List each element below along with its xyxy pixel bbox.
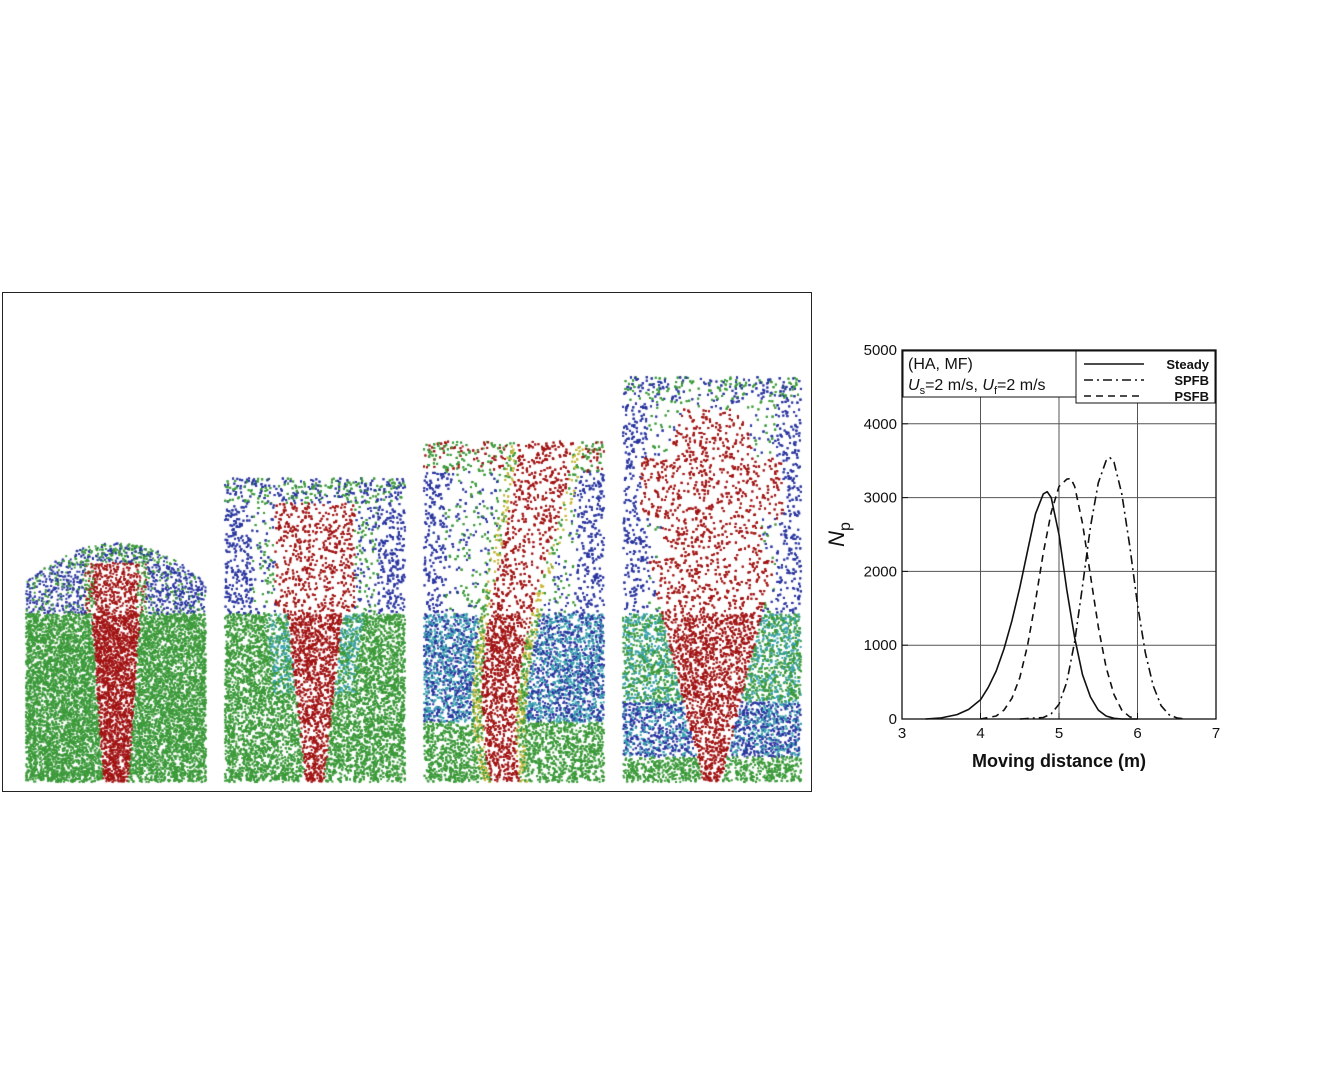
chart-series — [925, 456, 1185, 720]
legend-box — [1075, 350, 1216, 404]
y-tick-label: 3000 — [864, 490, 897, 507]
uf-symbol: U — [982, 377, 994, 394]
y-tick-label: 0 — [889, 711, 897, 728]
series-spfb-line — [1019, 456, 1185, 720]
x-tick-label: 5 — [1055, 725, 1063, 742]
chart-ticks: 3 4 5 6 7 0 1000 2000 3000 4000 5000 — [864, 342, 1221, 742]
x-tick-label: 6 — [1133, 725, 1141, 742]
uf-value: =2 m/s — [997, 377, 1045, 394]
x-axis-title: Moving distance (m) — [972, 751, 1146, 771]
y-tick-label: 1000 — [864, 637, 897, 654]
legend-label-steady: Steady — [1166, 357, 1209, 372]
annotation-box — [902, 350, 1090, 398]
series-psfb-line — [980, 477, 1138, 720]
line-chart: 3 4 5 6 7 0 1000 2000 3000 4000 5000 Moving distan… — [824, 342, 1221, 771]
us-subscript: s — [920, 385, 926, 397]
x-tick-label: 4 — [976, 725, 984, 742]
y-axis-title-sub: p — [837, 522, 854, 531]
x-tick-label: 3 — [898, 725, 906, 742]
us-symbol: U — [908, 377, 920, 394]
annotation-line-2: Us=2 m/s, Uf=2 m/s — [908, 377, 1046, 397]
annotation-line-1: (HA, MF) — [908, 356, 973, 373]
chart-grid — [902, 350, 1216, 719]
uf-subscript: f — [994, 385, 998, 397]
particle-count-chart: 3 4 5 6 7 0 1000 2000 3000 4000 5000 Moving distan… — [820, 320, 1330, 780]
x-tick-label: 7 — [1212, 725, 1220, 742]
simulation-snapshots-panel — [2, 292, 812, 792]
legend-label-psfb: PSFB — [1174, 389, 1209, 404]
y-axis-title: Np — [824, 522, 854, 547]
y-tick-label: 5000 — [864, 342, 897, 359]
legend-label-spfb: SPFB — [1174, 373, 1209, 388]
us-value: =2 m/s, — [925, 377, 982, 394]
particle-snapshots-canvas — [3, 293, 811, 791]
y-axis-title-main: N — [824, 531, 849, 547]
y-tick-label: 4000 — [864, 416, 897, 433]
series-steady-line — [925, 490, 1138, 720]
y-tick-label: 2000 — [864, 563, 897, 580]
condition-annotation: (HA, MF) Us=2 m/s, Uf=2 m/s — [902, 350, 1090, 398]
